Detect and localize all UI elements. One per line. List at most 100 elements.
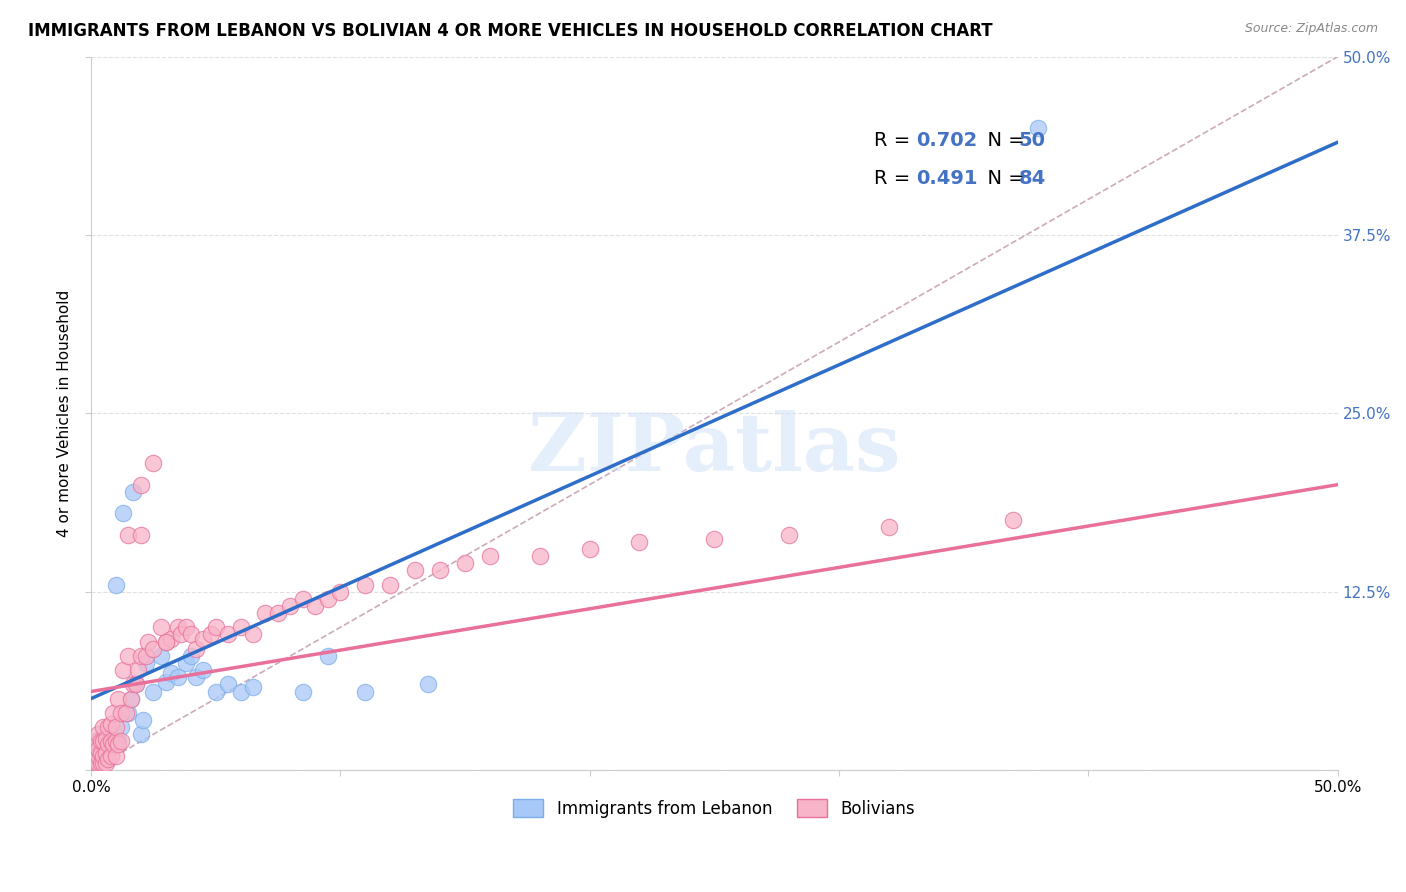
Text: Source: ZipAtlas.com: Source: ZipAtlas.com	[1244, 22, 1378, 36]
Point	[129, 477, 152, 491]
Point	[478, 549, 501, 563]
Point	[142, 641, 165, 656]
Point	[87, 748, 110, 763]
Point	[103, 706, 125, 720]
Y-axis label: 4 or more Vehicles in Household: 4 or more Vehicles in Household	[58, 290, 72, 537]
Point	[90, 741, 112, 756]
Point	[204, 620, 226, 634]
Point	[82, 756, 104, 770]
Point	[84, 748, 107, 763]
Point	[103, 731, 125, 746]
Point	[104, 577, 127, 591]
Point	[93, 720, 115, 734]
Point	[100, 717, 122, 731]
Point	[100, 740, 122, 755]
Point	[90, 756, 112, 770]
Point	[354, 684, 377, 698]
Point	[149, 648, 172, 663]
Point	[110, 734, 132, 748]
Text: N =: N =	[974, 131, 1031, 150]
Point	[122, 677, 145, 691]
Point	[578, 541, 600, 556]
Point	[115, 706, 138, 720]
Point	[170, 627, 193, 641]
Point	[87, 755, 110, 769]
Point	[174, 656, 197, 670]
Point	[87, 756, 110, 770]
Point	[628, 534, 651, 549]
Point	[110, 720, 132, 734]
Point	[217, 627, 239, 641]
Point	[254, 606, 277, 620]
Point	[84, 756, 107, 770]
Text: 50: 50	[1018, 131, 1045, 150]
Text: 0.491: 0.491	[915, 169, 977, 188]
Point	[155, 634, 177, 648]
Point	[84, 756, 107, 770]
Point	[280, 599, 302, 613]
Point	[180, 648, 202, 663]
Point	[229, 620, 252, 634]
Text: 0.702: 0.702	[915, 131, 977, 150]
Point	[107, 737, 129, 751]
Point	[291, 591, 314, 606]
Text: ZIPatlas: ZIPatlas	[529, 410, 900, 488]
Point	[291, 684, 314, 698]
Point	[82, 741, 104, 756]
Point	[112, 506, 135, 520]
Point	[429, 563, 451, 577]
Point	[100, 734, 122, 748]
Point	[104, 720, 127, 734]
Point	[454, 556, 477, 570]
Point	[378, 577, 401, 591]
Point	[90, 734, 112, 748]
Point	[142, 684, 165, 698]
Point	[97, 727, 120, 741]
Point	[136, 634, 159, 648]
Point	[93, 756, 115, 770]
Point	[82, 748, 104, 763]
Point	[117, 648, 139, 663]
Point	[167, 620, 190, 634]
Point	[184, 670, 207, 684]
Point	[117, 706, 139, 720]
Point	[94, 751, 117, 765]
Point	[97, 751, 120, 765]
Point	[316, 648, 339, 663]
Point	[84, 734, 107, 748]
Point	[82, 756, 104, 770]
Point	[316, 591, 339, 606]
Point	[267, 606, 290, 620]
Point	[94, 734, 117, 748]
Point	[129, 527, 152, 541]
Point	[132, 713, 155, 727]
Point	[107, 691, 129, 706]
Text: N =: N =	[974, 169, 1031, 188]
Text: 84: 84	[1018, 169, 1046, 188]
Point	[129, 727, 152, 741]
Point	[155, 674, 177, 689]
Point	[87, 748, 110, 763]
Text: R =: R =	[873, 131, 917, 150]
Point	[87, 734, 110, 748]
Point	[90, 756, 112, 770]
Point	[94, 746, 117, 760]
Point	[84, 737, 107, 751]
Point	[778, 527, 800, 541]
Point	[529, 549, 551, 563]
Point	[100, 748, 122, 763]
Point	[90, 746, 112, 760]
Point	[877, 520, 900, 534]
Point	[155, 634, 177, 648]
Point	[87, 727, 110, 741]
Text: R =: R =	[873, 169, 917, 188]
Point	[84, 746, 107, 760]
Point	[217, 677, 239, 691]
Point	[142, 456, 165, 470]
Point	[103, 737, 125, 751]
Point	[416, 677, 439, 691]
Point	[94, 731, 117, 746]
Point	[97, 720, 120, 734]
Point	[125, 677, 148, 691]
Point	[122, 484, 145, 499]
